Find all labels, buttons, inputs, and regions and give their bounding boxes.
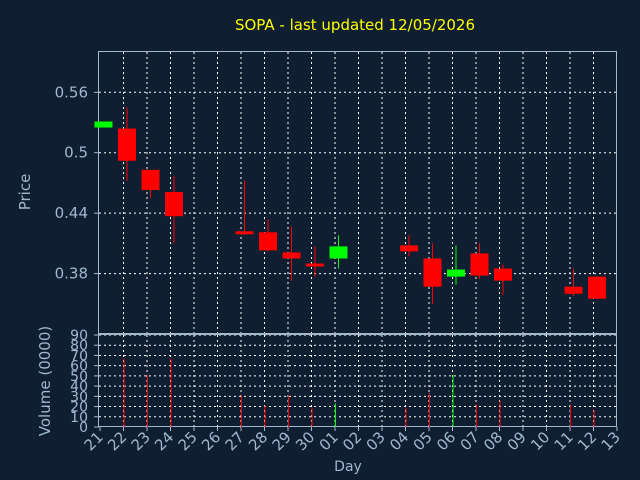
candle-29 <box>282 226 301 281</box>
price-tick-label: 0.38 <box>55 265 88 283</box>
x-tick-label: 27 <box>222 428 248 454</box>
volume-axis-label: Volume (0000) <box>36 326 54 436</box>
volume-tick-label: 60 <box>70 359 88 375</box>
volume-tick-label: 40 <box>70 379 88 395</box>
candle-body <box>400 245 418 252</box>
candle-body <box>494 268 512 281</box>
volume-bars <box>123 358 595 427</box>
x-tick-label: 23 <box>128 428 154 454</box>
price-tick-label: 0.44 <box>55 204 88 222</box>
x-tick-label: 04 <box>386 428 412 454</box>
x-tick-label: 25 <box>175 428 201 454</box>
chart-title: SOPA - last updated 12/05/2026 <box>235 16 475 34</box>
volume-tick-label: 70 <box>70 348 88 364</box>
volume-tick-label: 50 <box>70 369 88 385</box>
candle-24 <box>165 175 183 244</box>
volume-tick-label: 0 <box>79 420 88 436</box>
price-y-ticks: 0.56 0.5 0.44 0.38 <box>55 83 99 283</box>
candle-30 <box>306 246 324 277</box>
candle-04 <box>400 235 418 257</box>
volume-tick-label: 90 <box>70 328 88 344</box>
x-tick-label: 30 <box>292 428 318 454</box>
candle-body <box>470 253 489 276</box>
candle-05 <box>423 243 442 304</box>
x-tick-label: 08 <box>480 428 506 454</box>
price-tick-label: 0.56 <box>55 83 88 101</box>
x-tick-label: 06 <box>433 428 459 454</box>
candle-22 <box>118 107 136 181</box>
x-tick-label: 10 <box>527 428 553 454</box>
candle-12 <box>588 276 606 299</box>
candle-body <box>588 276 606 299</box>
candle-08 <box>494 264 512 295</box>
x-ticks: 2122232425262728293001020304050607080910… <box>81 427 624 454</box>
candle-body <box>423 258 442 287</box>
candle-body <box>94 121 113 128</box>
candle-01 <box>329 235 348 269</box>
volume-tick-label: 10 <box>70 410 88 426</box>
candle-06 <box>447 245 465 285</box>
price-frame <box>98 51 617 334</box>
price-tick-label: 0.5 <box>64 144 88 162</box>
candle-21 <box>94 121 113 128</box>
candle-body <box>306 263 324 267</box>
x-tick-label: 12 <box>574 428 600 454</box>
price-panel: 0.56 0.5 0.44 0.38 Price <box>16 51 617 334</box>
x-tick-label: 11 <box>551 428 577 454</box>
volume-tick-label: 30 <box>70 389 88 405</box>
candle-27 <box>235 180 254 236</box>
candle-body <box>564 286 583 294</box>
price-axis-label: Price <box>16 174 34 211</box>
x-tick-label: 02 <box>339 428 365 454</box>
candle-body <box>282 252 301 259</box>
candle-body <box>165 191 183 217</box>
volume-frame <box>98 334 617 427</box>
candle-body <box>259 232 277 251</box>
volume-tick-label: 80 <box>70 338 88 354</box>
volume-grid <box>99 334 616 427</box>
candle-23 <box>141 169 160 199</box>
candle-body <box>118 128 136 161</box>
candle-body <box>447 269 465 277</box>
x-tick-label: 28 <box>245 428 271 454</box>
candle-07 <box>470 243 489 279</box>
candles <box>94 107 606 304</box>
x-tick-label: 13 <box>598 428 624 454</box>
x-tick-label: 05 <box>410 428 436 454</box>
x-tick-label: 29 <box>269 428 295 454</box>
volume-tick-label: 20 <box>70 400 88 416</box>
x-tick-label: 24 <box>151 428 177 454</box>
x-tick-label: 22 <box>104 428 130 454</box>
candle-11 <box>564 268 583 296</box>
candle-body <box>329 246 348 259</box>
x-tick-label: 07 <box>457 428 483 454</box>
x-axis-label: Day <box>334 459 362 475</box>
candle-body <box>235 231 254 235</box>
candle-28 <box>259 219 277 252</box>
candle-body <box>141 169 160 190</box>
x-tick-label: 26 <box>198 428 224 454</box>
x-tick-label: 03 <box>363 428 389 454</box>
x-tick-label: 09 <box>504 428 530 454</box>
x-tick-label: 01 <box>316 428 342 454</box>
